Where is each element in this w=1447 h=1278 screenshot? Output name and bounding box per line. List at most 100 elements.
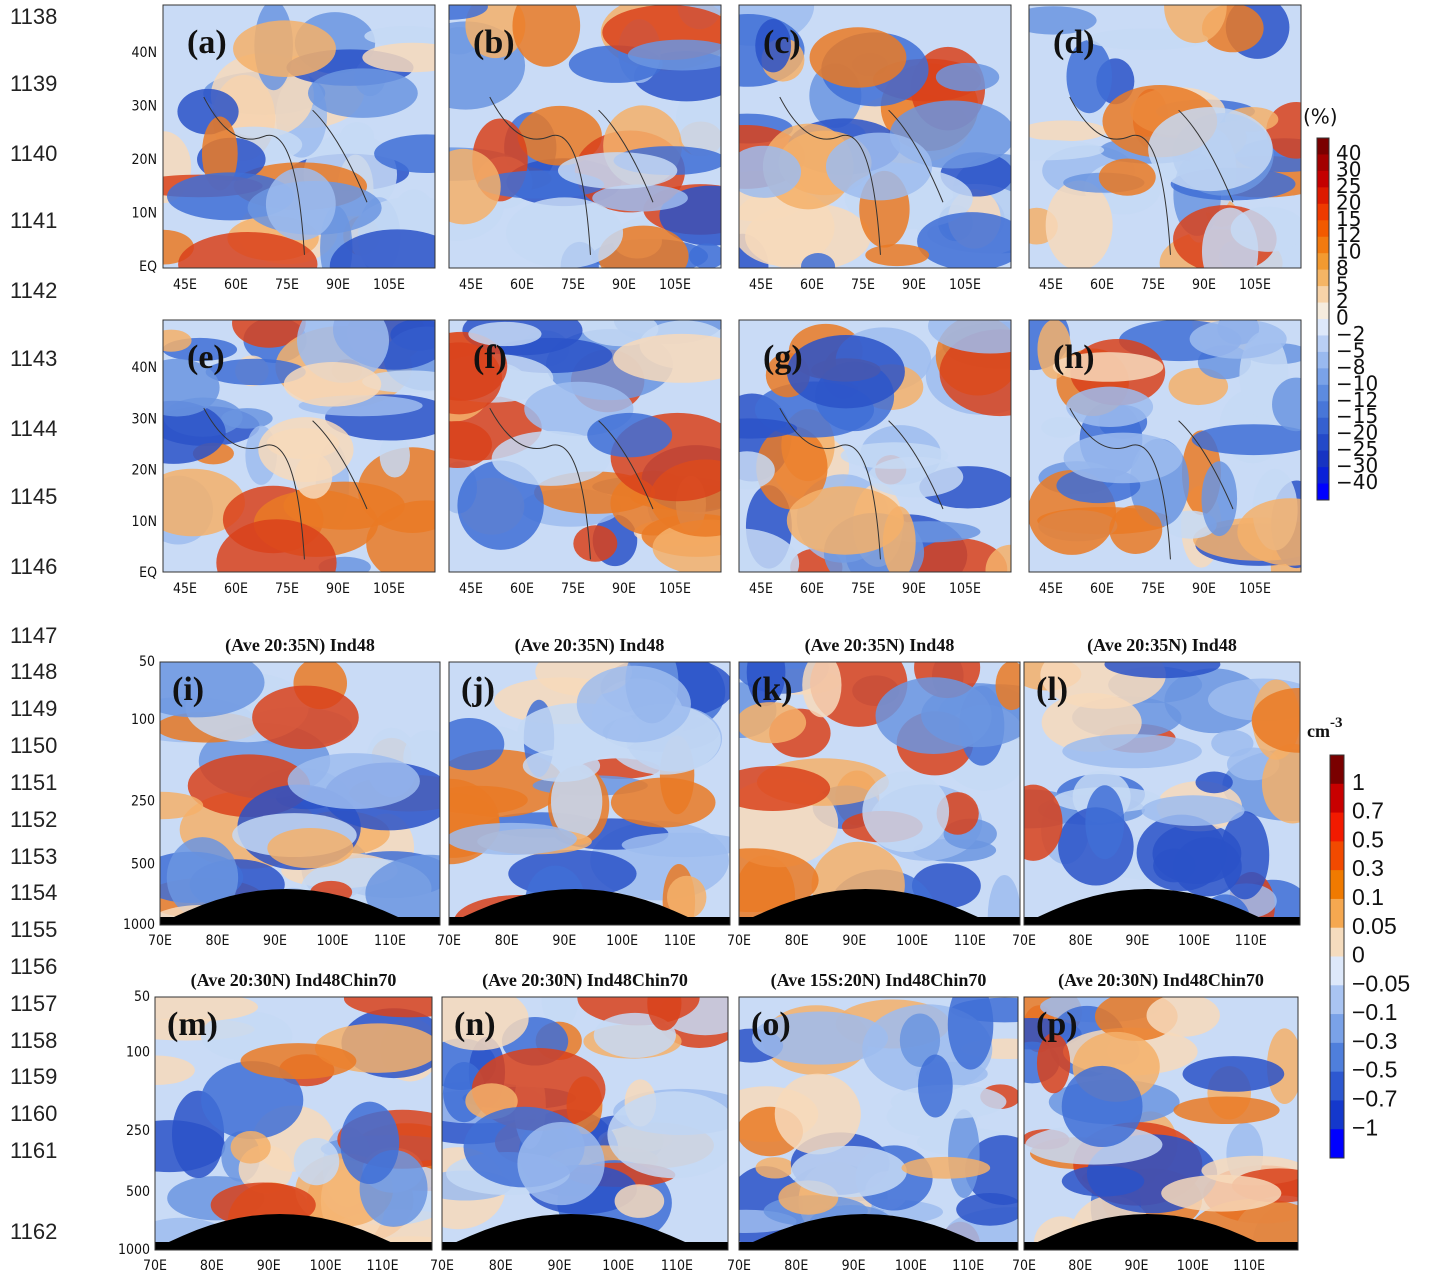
contour-blob bbox=[1237, 498, 1301, 566]
x-tick-label: 105E bbox=[659, 581, 691, 597]
contour-blob bbox=[1029, 6, 1097, 35]
contour-blob bbox=[607, 1091, 728, 1179]
contour-blob bbox=[901, 1156, 991, 1179]
contour-blob bbox=[614, 1184, 665, 1218]
panel-field bbox=[155, 997, 432, 1250]
x-tick-label: 90E bbox=[902, 277, 926, 293]
colorbar-label: −30 bbox=[1336, 454, 1378, 478]
contour-blob bbox=[739, 145, 802, 198]
coastline bbox=[489, 96, 654, 255]
contour-blob bbox=[739, 702, 807, 744]
colorbar-frame bbox=[1316, 137, 1330, 501]
contour-blob bbox=[1136, 814, 1227, 892]
contour-blob bbox=[790, 1145, 907, 1198]
colorbar-segment bbox=[1330, 985, 1344, 1015]
contour-blob bbox=[216, 519, 337, 572]
contour-blob bbox=[233, 20, 336, 77]
x-tick-label: 75E bbox=[561, 277, 585, 293]
y-tick-label: 100 bbox=[131, 712, 155, 728]
contour-blob bbox=[457, 460, 544, 550]
terrain bbox=[1024, 889, 1300, 925]
contour-blob bbox=[232, 320, 306, 348]
x-tick-label: 110E bbox=[1235, 933, 1267, 949]
contour-blob bbox=[1191, 424, 1301, 456]
contour-blob bbox=[1161, 1174, 1282, 1212]
x-tick-label: 45E bbox=[173, 277, 197, 293]
x-tick-label: 110E bbox=[374, 933, 406, 949]
colorbar-segment bbox=[1317, 203, 1329, 221]
colorbar-label: 0.1 bbox=[1352, 884, 1384, 910]
contour-blob bbox=[366, 500, 435, 572]
x-tick-label: 105E bbox=[949, 277, 981, 293]
colorbar-segment bbox=[1317, 269, 1329, 287]
x-tick-label: 90E bbox=[257, 1258, 281, 1274]
coastline bbox=[489, 407, 654, 560]
colorbar-segment bbox=[1317, 236, 1329, 254]
coastline bbox=[203, 407, 368, 560]
terrain bbox=[739, 1214, 1018, 1250]
contour-blob bbox=[995, 662, 1020, 711]
contour-blob bbox=[1066, 39, 1113, 114]
contour-blob bbox=[449, 718, 505, 771]
contour-blob bbox=[947, 997, 994, 1070]
contour-blob bbox=[163, 329, 192, 352]
panel-field bbox=[739, 997, 1018, 1250]
terrain bbox=[739, 889, 1020, 925]
panel-label: (f) bbox=[473, 339, 507, 376]
contour-blob bbox=[1148, 107, 1273, 192]
contour-blob bbox=[178, 232, 318, 268]
contour-blob bbox=[1061, 1065, 1143, 1148]
contour-blob bbox=[755, 1157, 795, 1179]
contour-blob bbox=[465, 5, 526, 59]
x-tick-label: 105E bbox=[659, 277, 691, 293]
line-number: 1148 bbox=[10, 659, 57, 684]
contour-blob bbox=[627, 39, 721, 71]
x-tick-label: 45E bbox=[459, 581, 483, 597]
x-tick-label: 110E bbox=[367, 1258, 399, 1274]
x-tick-label: 110E bbox=[661, 1258, 693, 1274]
contour-blob bbox=[1062, 734, 1202, 769]
x-tick-label: 75E bbox=[275, 581, 299, 597]
contour-blob bbox=[160, 662, 265, 718]
x-tick-label: 80E bbox=[495, 933, 519, 949]
colorbar-segment bbox=[1317, 467, 1329, 485]
colorbar-segment bbox=[1330, 956, 1344, 986]
panel-frame bbox=[738, 661, 1021, 926]
colorbar-segment bbox=[1317, 417, 1329, 435]
colorbar-label: −20 bbox=[1336, 421, 1378, 445]
line-number: 1149 bbox=[10, 696, 57, 721]
contour-blob bbox=[1045, 180, 1113, 268]
colorbar-label: 10 bbox=[1336, 240, 1361, 264]
panel-field bbox=[739, 662, 1020, 925]
line-number: 1151 bbox=[10, 770, 57, 795]
panel-frame bbox=[738, 996, 1019, 1251]
contour-blob bbox=[918, 1054, 953, 1118]
colorbar-label: 0.5 bbox=[1352, 826, 1384, 852]
x-tick-label: 100E bbox=[317, 933, 349, 949]
x-tick-label: 75E bbox=[851, 581, 875, 597]
x-tick-label: 75E bbox=[1141, 581, 1165, 597]
contour-blob bbox=[899, 1013, 941, 1067]
x-tick-label: 60E bbox=[1090, 277, 1114, 293]
panel-title: (Ave 20:30N) Ind48Chin70 bbox=[482, 970, 688, 991]
contour-blob bbox=[1189, 320, 1287, 359]
line-number: 1152 bbox=[10, 807, 57, 832]
x-tick-label: 90E bbox=[1192, 581, 1216, 597]
contour-blob bbox=[800, 253, 836, 268]
x-tick-label: 70E bbox=[437, 933, 461, 949]
x-tick-label: 80E bbox=[1068, 1258, 1092, 1274]
coastline bbox=[1069, 407, 1234, 560]
panel-label: (b) bbox=[473, 24, 515, 61]
contour-blob bbox=[163, 400, 226, 464]
panel-title: (Ave 15S:20N) Ind48Chin70 bbox=[771, 970, 987, 991]
colorbar-label: −0.7 bbox=[1352, 1086, 1397, 1112]
x-tick-label: 90E bbox=[547, 1258, 571, 1274]
contour-blob bbox=[739, 528, 800, 572]
x-tick-label: 70E bbox=[143, 1258, 167, 1274]
contour-blob bbox=[621, 832, 730, 858]
colorbar-label: 0 bbox=[1336, 306, 1349, 330]
y-tick-label: 10N bbox=[132, 206, 157, 222]
colorbar-label: −15 bbox=[1336, 404, 1378, 428]
contour-blob bbox=[163, 358, 220, 417]
